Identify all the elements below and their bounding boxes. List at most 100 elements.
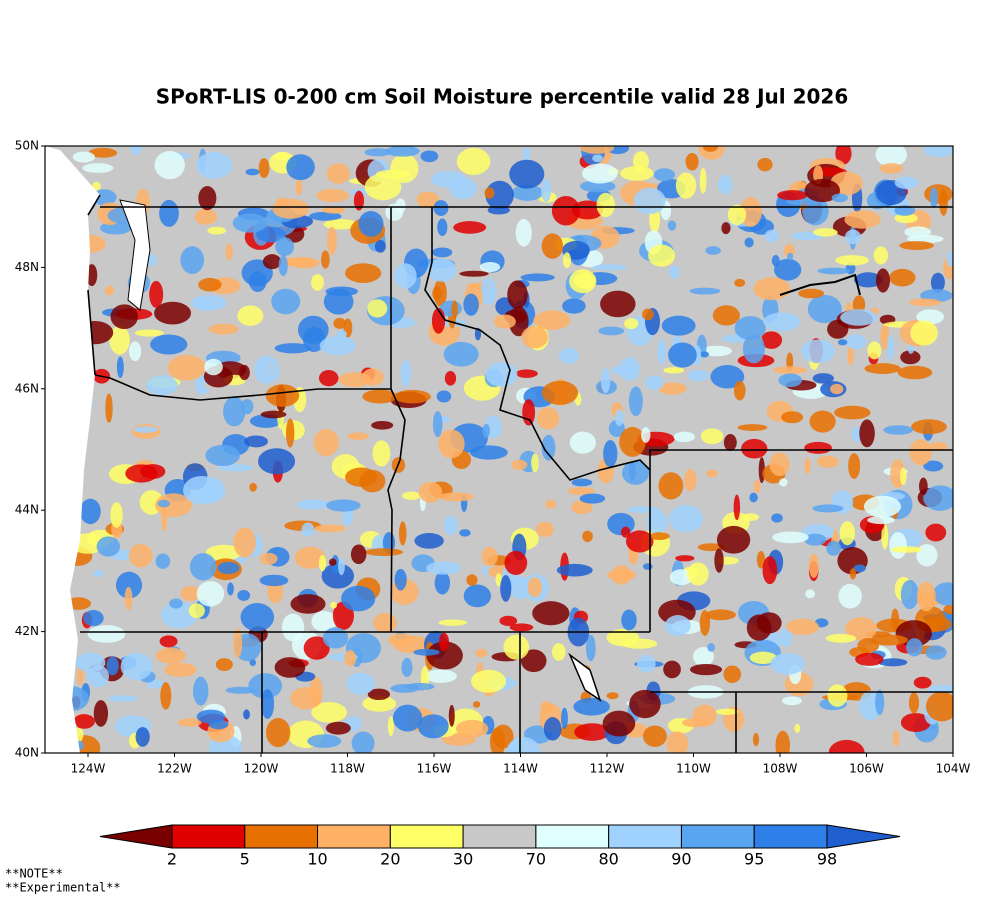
field-patch [571,500,593,515]
field-patch [929,187,938,209]
field-patch [689,287,721,295]
field-patch [667,220,677,231]
colorbar-box [753,824,828,849]
field-patch [434,571,451,595]
field-patch [573,697,610,716]
field-patch [881,524,889,550]
lat-label: 48N [15,260,39,274]
field-patch [167,354,206,381]
field-patch [362,695,397,712]
field-patch [596,192,615,218]
field-patch [487,205,510,215]
field-patch [205,544,242,561]
notes: **NOTE****Experimental** [5,867,121,895]
colorbar-box [244,824,319,849]
field-patch [707,642,715,652]
field-patch [684,469,697,492]
map-title: SPoRT-LIS 0-200 cm Soil Moisture percent… [156,85,849,109]
field-patch [134,329,164,337]
field-patch [321,563,355,589]
field-patch [710,365,745,389]
field-patch [556,563,593,577]
note: **NOTE** [5,867,63,881]
lat-label: 50N [15,139,39,153]
field-patch [733,494,741,521]
field-patch [894,205,916,216]
field-patch [453,221,487,234]
field-patch [215,658,233,672]
field-patch [585,634,596,662]
field-patch [906,638,923,657]
field-patch [399,521,407,546]
field-patch [600,290,636,318]
field-patch [217,561,240,574]
field-patch [248,673,283,699]
field-patch [249,482,257,492]
field-patch [311,610,337,632]
field-patch [606,628,640,647]
field-patch [666,731,689,753]
field-patch [582,530,593,543]
field-patch [333,317,346,329]
field-patch [254,355,280,384]
field-patch [295,179,303,196]
field-patch [286,154,315,181]
field-patch [943,604,953,615]
field-patch [345,263,382,283]
field-patch [804,533,827,546]
field-patch [388,633,414,647]
field-patch [600,367,611,394]
field-patch [401,657,413,678]
field-patch [772,531,809,544]
field-patch [705,246,721,255]
field-patch [641,427,651,443]
field-patch [385,146,420,157]
field-patch [323,288,354,315]
field-patch [753,277,791,301]
field-patch [274,343,312,354]
field-patch [157,499,171,508]
field-patch [625,530,654,553]
field-patch [854,272,883,288]
field-patch [891,608,900,632]
field-patch [879,163,903,174]
field-patch [909,439,932,466]
field-patch [779,478,788,487]
field-patch [916,581,936,612]
field-patch [817,267,851,275]
field-patch [669,569,693,586]
field-patch [574,723,610,741]
field-patch [227,582,234,596]
field-patch [844,229,862,245]
field-patch [432,247,453,258]
field-patch [438,429,465,459]
field-patch [328,558,337,566]
field-patch [135,726,150,747]
field-patch [923,460,944,472]
field-patch [205,444,241,467]
field-patch [844,210,881,229]
field-patch [484,187,495,199]
field-patch [474,327,482,341]
field-patch [910,320,938,346]
field-patch [536,407,560,430]
field-patch [109,325,130,355]
lon-label: 120W [244,762,279,776]
field-patch [400,359,412,388]
field-patch [448,177,477,200]
field-patch [619,357,640,381]
field-patch [775,730,791,753]
lon-label: 124W [71,762,106,776]
field-patch [311,701,347,723]
field-patch [426,561,462,575]
field-patch [658,382,687,395]
field-patch [294,546,326,569]
field-patch [390,683,419,693]
field-patch [159,199,179,227]
lon-label: 114W [503,762,538,776]
field-patch [668,505,704,533]
field-patch [290,687,323,710]
field-patch [592,264,627,271]
field-patch [93,569,104,577]
field-patch [520,649,547,673]
